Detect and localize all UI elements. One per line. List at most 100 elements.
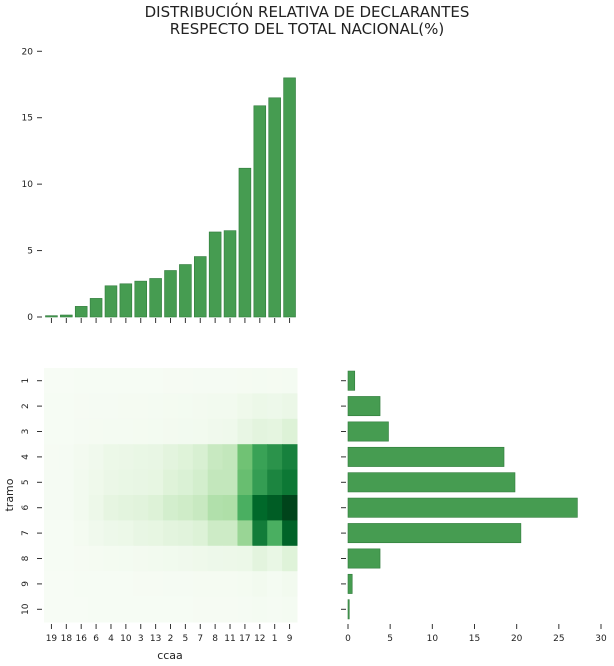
heatmap-cell	[252, 495, 268, 521]
heatmap-cell	[222, 495, 238, 521]
heatmap-cell	[58, 418, 75, 445]
top-bar	[179, 264, 192, 318]
heatmap-cell	[222, 520, 238, 547]
heatmap-cell	[58, 368, 75, 394]
heatmap-cell	[222, 469, 238, 496]
heatmap-cell	[58, 596, 75, 623]
heatmap-cell	[207, 571, 224, 598]
right-x-tick-label: 0	[345, 634, 351, 644]
heatmap-cell	[282, 418, 298, 445]
heatmap-x-tick-label: 18	[61, 634, 73, 644]
top-y-tick-label: 15	[22, 114, 33, 124]
heatmap-cell	[148, 368, 164, 394]
heatmap-cell	[103, 520, 119, 547]
heatmap-cell	[207, 418, 224, 445]
heatmap-x-axis-label: ccaa	[157, 649, 183, 662]
heatmap-x-tick-label: 9	[287, 634, 293, 644]
heatmap-cell	[103, 444, 119, 471]
top-y-tick-label: 0	[27, 313, 33, 323]
heatmap-x-tick-label: 8	[212, 634, 218, 644]
heatmap-cell	[133, 469, 149, 496]
heatmap-cell	[148, 596, 164, 623]
top-bar	[223, 230, 237, 318]
heatmap-cell	[103, 495, 119, 521]
heatmap-cell	[207, 368, 224, 394]
heatmap-cell	[237, 393, 253, 420]
heatmap-cell	[267, 393, 283, 420]
heatmap-cell	[44, 368, 60, 394]
heatmap-cell	[267, 444, 283, 471]
heatmap-cell	[88, 495, 105, 521]
top-bar	[253, 105, 267, 318]
heatmap-x-tick-label: 5	[183, 634, 189, 644]
heatmap-x-tick-label: 7	[197, 634, 203, 644]
heatmap-cell	[163, 571, 179, 598]
heatmap-cell	[103, 393, 119, 420]
heatmap-x-tick-label: 11	[224, 634, 235, 644]
heatmap-cell	[88, 469, 105, 496]
right-bar	[347, 472, 516, 493]
heatmap-cell	[177, 469, 194, 496]
right-bar	[347, 446, 505, 467]
heatmap-cell	[73, 469, 90, 496]
heatmap-cell	[148, 444, 164, 471]
heatmap-cell	[177, 571, 194, 598]
heatmap-cell	[148, 495, 164, 521]
top-bar	[104, 285, 118, 318]
right-x-tick-label: 25	[553, 634, 564, 644]
heatmap-cell	[133, 418, 149, 445]
heatmap-cell	[282, 444, 298, 471]
heatmap-cell	[252, 368, 268, 394]
heatmap-cell	[177, 495, 194, 521]
heatmap-cell	[267, 418, 283, 445]
heatmap-y-tick-label: 3	[21, 429, 31, 435]
heatmap-cell	[133, 596, 149, 623]
heatmap-x-tick-label: 17	[239, 634, 250, 644]
heatmap-cell	[133, 495, 149, 521]
heatmap-cell	[222, 596, 238, 623]
heatmap-cell	[163, 545, 179, 572]
heatmap-x-tick-label: 10	[120, 634, 132, 644]
heatmap-cell	[207, 495, 224, 521]
heatmap-cell	[163, 444, 179, 471]
heatmap-cell	[118, 444, 134, 471]
heatmap-cell	[252, 520, 268, 547]
top-bar	[164, 270, 177, 318]
heatmap-cell	[222, 418, 238, 445]
top-y-tick-label: 5	[27, 247, 33, 257]
top-bar	[119, 283, 133, 318]
heatmap-cell	[133, 520, 149, 547]
heatmap-cell	[73, 444, 90, 471]
heatmap-cell	[192, 444, 209, 471]
top-bar	[74, 306, 88, 318]
right-x-tick-label: 15	[469, 634, 480, 644]
top-bar	[60, 314, 73, 318]
heatmap-cell	[222, 368, 238, 394]
heatmap-cell	[177, 545, 194, 572]
heatmap-cell	[88, 444, 105, 471]
heatmap-y-tick-label: 7	[21, 530, 31, 536]
heatmap-cell	[58, 393, 75, 420]
heatmap-cell	[88, 545, 105, 572]
heatmap-y-tick-label: 2	[21, 403, 31, 409]
right-bar	[347, 396, 381, 417]
heatmap-cell	[237, 444, 253, 471]
heatmap-cell	[177, 368, 194, 394]
heatmap-cell	[73, 571, 90, 598]
heatmap-x-tick-label: 16	[75, 634, 87, 644]
right-bar	[347, 421, 389, 442]
heatmap-cell	[252, 393, 268, 420]
heatmap-cell	[222, 444, 238, 471]
heatmap-x-tick-label: 13	[150, 634, 161, 644]
heatmap-cell	[177, 418, 194, 445]
heatmap-cell	[207, 545, 224, 572]
heatmap-cell	[133, 545, 149, 572]
heatmap-cell	[192, 418, 209, 445]
heatmap-cell	[192, 393, 209, 420]
heatmap-cell	[207, 596, 224, 623]
top-bar	[268, 97, 281, 318]
heatmap-cell	[192, 495, 209, 521]
heatmap-y-tick-label: 5	[21, 479, 31, 485]
heatmap-cell	[222, 393, 238, 420]
